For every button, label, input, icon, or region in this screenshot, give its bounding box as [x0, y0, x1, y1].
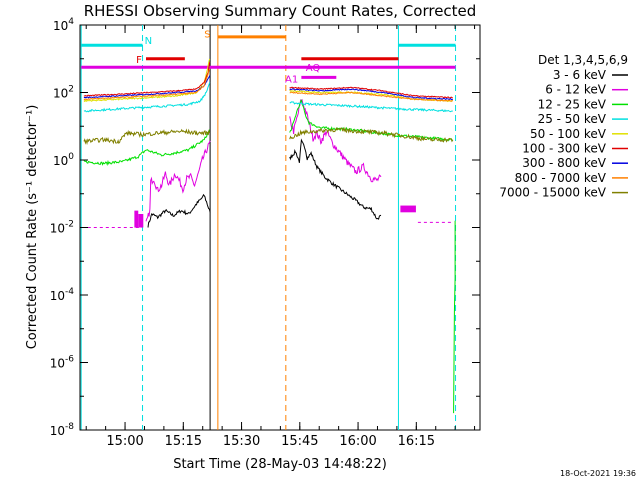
legend-title: Det 1,3,4,5,6,9	[538, 53, 628, 67]
y-tick-label-1: 102	[53, 85, 74, 101]
y-tick-exponent: 0	[68, 152, 74, 162]
legend-entry-label-0: 3 - 6 keV	[553, 68, 607, 82]
series-line-2-segment-1	[289, 99, 454, 142]
chart-title: RHESSI Observing Summary Count Rates, Co…	[84, 2, 477, 20]
series-line-5-segment-1	[289, 86, 453, 99]
y-tick-label-0: 104	[53, 17, 74, 33]
x-tick-label-3: 15:45	[281, 434, 318, 449]
series-line-7-segment-1	[289, 91, 453, 102]
legend-entry-label-6: 300 - 800 keV	[522, 156, 606, 170]
x-axis-label: Start Time (28-May-03 14:48:22)	[173, 457, 387, 472]
y-tick-base: 10	[53, 19, 68, 33]
auxiliary-trace-2	[453, 220, 456, 414]
y-tick-exponent: 4	[68, 17, 74, 27]
legend-entry-label-4: 50 - 100 keV	[530, 127, 607, 141]
series-line-1-segment-1	[289, 98, 382, 183]
series-line-8-segment-0	[83, 128, 211, 146]
y-tick-exponent: 2	[68, 85, 74, 95]
attenuator-block-0	[134, 210, 139, 228]
y-tick-label-3: 10-2	[50, 220, 74, 236]
legend-entry-label-7: 800 - 7000 keV	[515, 171, 607, 185]
series-line-1-segment-0	[145, 140, 211, 222]
flag-annotation-2: S	[204, 29, 210, 40]
flag-annotation-4: A1	[285, 74, 298, 85]
y-tick-label-5: 10-6	[50, 355, 75, 371]
x-tick-label-2: 15:30	[223, 434, 260, 449]
y-tick-exponent: -4	[65, 287, 74, 297]
legend-entry-label-1: 6 - 12 keV	[545, 83, 607, 97]
y-tick-base: 10	[50, 424, 65, 438]
series-line-6-segment-1	[289, 88, 454, 101]
y-axis-label: Corrected Count Rate (s⁻¹ detector⁻¹)	[25, 105, 40, 350]
y-tick-base: 10	[50, 222, 65, 236]
legend-entry-label-2: 12 - 25 keV	[538, 97, 607, 111]
attenuator-block-1	[138, 214, 144, 228]
y-tick-base: 10	[50, 357, 65, 371]
x-tick-label-5: 16:15	[398, 434, 435, 449]
series-line-7-segment-0	[83, 68, 211, 101]
x-tick-label-0: 15:00	[106, 434, 143, 449]
series-line-3-segment-1	[289, 101, 453, 113]
legend-entry-label-8: 7000 - 15000 keV	[499, 186, 606, 200]
series-line-5-segment-0	[83, 62, 211, 97]
y-tick-label-4: 10-4	[50, 287, 75, 303]
y-tick-base: 10	[53, 154, 68, 168]
flag-annotation-1: F	[136, 55, 142, 66]
series-line-0-segment-0	[147, 193, 211, 228]
x-tick-label-1: 15:15	[165, 434, 202, 449]
legend-entry-label-5: 100 - 300 keV	[522, 142, 606, 156]
legend-entry-label-3: 25 - 50 keV	[538, 112, 607, 126]
y-tick-label-6: 10-8	[50, 422, 75, 438]
y-tick-exponent: -8	[65, 422, 74, 432]
y-tick-exponent: -2	[65, 220, 74, 230]
flag-annotation-0: N	[145, 36, 152, 47]
attenuator-block-2	[400, 205, 416, 213]
y-tick-label-2: 100	[53, 152, 74, 168]
series-line-3-segment-0	[83, 82, 211, 113]
series-line-0-segment-1	[289, 138, 382, 220]
y-tick-base: 10	[50, 289, 65, 303]
y-tick-exponent: -6	[65, 355, 74, 365]
series-line-2-segment-0	[83, 129, 211, 166]
series-line-6-segment-0	[83, 75, 211, 99]
generation-timestamp: 18-Oct-2021 19:36	[560, 469, 636, 478]
y-tick-base: 10	[53, 87, 68, 101]
x-tick-label-4: 16:00	[339, 434, 376, 449]
series-line-8-segment-1	[289, 126, 454, 143]
flag-annotation-3: AQ	[306, 63, 321, 74]
